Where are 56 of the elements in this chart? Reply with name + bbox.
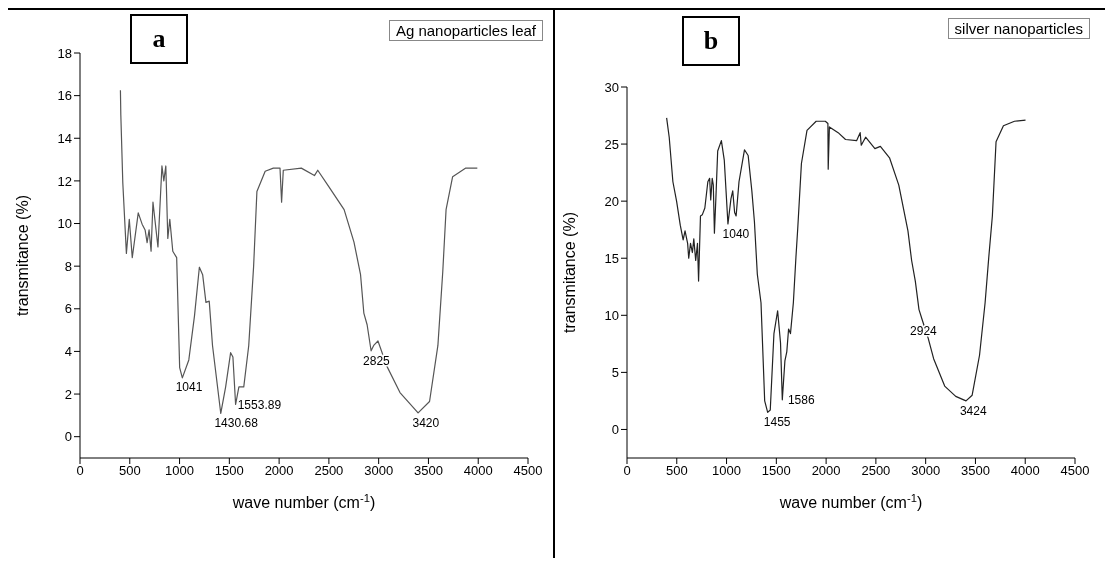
annotation: 2825 [363,353,391,368]
x-tick-label: 4500 [513,463,543,479]
annotation: 1455 [763,415,791,430]
x-axis-title: wave number (cm$^{-1}$) [778,492,923,511]
y-tick-label: 0 [611,422,619,438]
y-tick-label: 10 [57,216,72,232]
x-tick-label: 3500 [413,463,443,479]
x-tick-label: 1000 [712,463,742,479]
y-tick-label: 16 [57,88,72,104]
y-tick-label: 25 [604,136,619,152]
x-tick-label: 2000 [811,463,841,479]
y-tick-label: 15 [604,250,619,266]
y-tick-label: 0 [64,429,72,445]
y-tick-label: 30 [604,79,619,95]
y-tick-label: 18 [57,45,72,61]
x-tick-label: 500 [665,463,688,479]
text: Ag nanoparticles leaf [395,22,536,39]
y-tick-label: 4 [64,344,72,360]
x-tick-label: 3000 [364,463,394,479]
x-axis-title: wave number (cm$^{-1}$) [231,492,376,511]
annotation: 1040 [722,226,750,241]
y-tick-label: 10 [604,307,619,323]
line-series [119,89,478,415]
x-tick-label: 3500 [960,463,990,479]
x-tick-label: 2500 [861,463,891,479]
y-tick-label: 20 [604,193,619,209]
y-axis-title: transmitance (%) [561,212,578,333]
x-tick-label: 2000 [264,463,294,479]
x-tick-label: 2500 [314,463,344,479]
line-series [666,117,1027,413]
annotation: 1430.68 [214,416,259,431]
y-tick-label: 6 [64,301,72,317]
y-axis-title: transmitance (%) [14,195,31,316]
annotation: 3420 [412,416,440,431]
x-tick-label: 3000 [911,463,941,479]
annotation: 1553.89 [237,397,282,412]
x-tick-label: 0 [623,463,631,479]
x-tick-label: 0 [76,463,84,479]
y-tick-label: 2 [64,386,72,402]
y-tick-label: 14 [57,130,72,146]
chart-title: b [682,16,740,66]
x-tick-label: 1500 [214,463,244,479]
y-tick-label: 12 [57,173,72,189]
x-tick-label: 500 [118,463,141,479]
text: silver nanoparticles [954,20,1083,37]
x-tick-label: 4500 [1060,463,1090,479]
y-tick-label: 8 [64,258,72,274]
annotation: 1586 [787,392,815,407]
x-tick-label: 4000 [463,463,493,479]
x-tick-label: 1500 [761,463,791,479]
chart-title: a [130,14,188,64]
annotation: 1041 [175,380,203,394]
annotation: 3424 [959,403,987,418]
x-tick-label: 1000 [165,463,195,479]
x-tick-label: 4000 [1010,463,1040,479]
y-tick-label: 5 [611,365,619,380]
